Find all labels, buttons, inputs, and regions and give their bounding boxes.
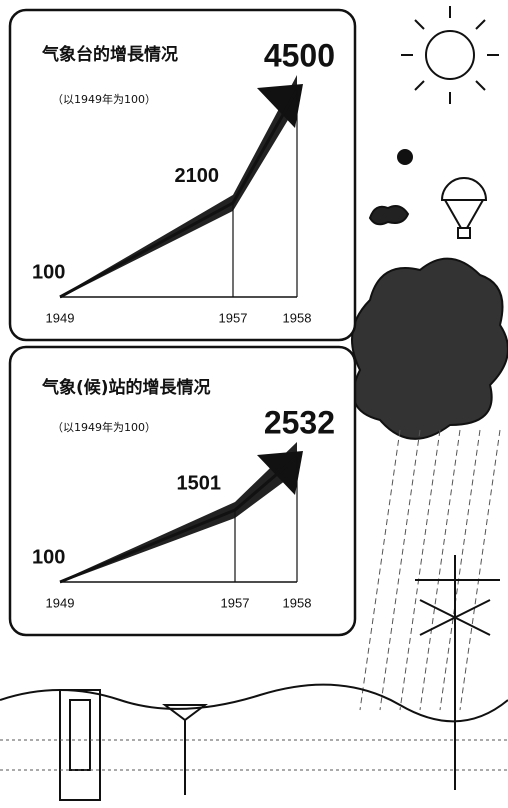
rain — [360, 430, 500, 710]
hills — [0, 685, 508, 722]
chart-subtitle: （以1949年为100） — [52, 420, 156, 434]
value-label: 100 — [32, 261, 65, 283]
field — [0, 740, 508, 770]
x-tick-label: 1949 — [46, 310, 75, 325]
sun — [426, 31, 474, 79]
storm-cloud — [352, 259, 508, 439]
sun-rays — [401, 6, 499, 104]
value-label: 100 — [32, 546, 65, 568]
value-label: 4500 — [264, 37, 335, 73]
basket — [458, 228, 470, 238]
page: 气象台的增長情况 （以1949年为100） 1949 1957 1958 100 2100 4… — [0, 0, 508, 808]
x-tick-label: 1957 — [221, 595, 250, 610]
chart-subtitle: （以1949年为100） — [52, 92, 156, 106]
chart: 气象(候)站的增長情况 （以1949年为100） 1949 1957 1958 100 15… — [10, 347, 355, 635]
chart-title: 气象台的增長情况 — [41, 44, 178, 65]
value-label: 2532 — [264, 404, 335, 440]
chart: 气象台的增長情况 （以1949年为100） 1949 1957 1958 100 2100 4… — [10, 10, 355, 340]
x-tick-label: 1957 — [219, 310, 248, 325]
probe — [398, 150, 412, 164]
value-label: 2100 — [175, 165, 220, 187]
small-cloud — [370, 206, 408, 224]
chart-title: 气象(候)站的增長情况 — [41, 377, 211, 398]
x-tick-label: 1958 — [283, 310, 312, 325]
x-tick-label: 1949 — [46, 595, 75, 610]
rain-gauge — [165, 705, 205, 795]
x-tick-label: 1958 — [283, 595, 312, 610]
instrument-shelter — [60, 690, 100, 800]
value-label: 1501 — [177, 472, 222, 494]
balloon — [442, 178, 486, 228]
